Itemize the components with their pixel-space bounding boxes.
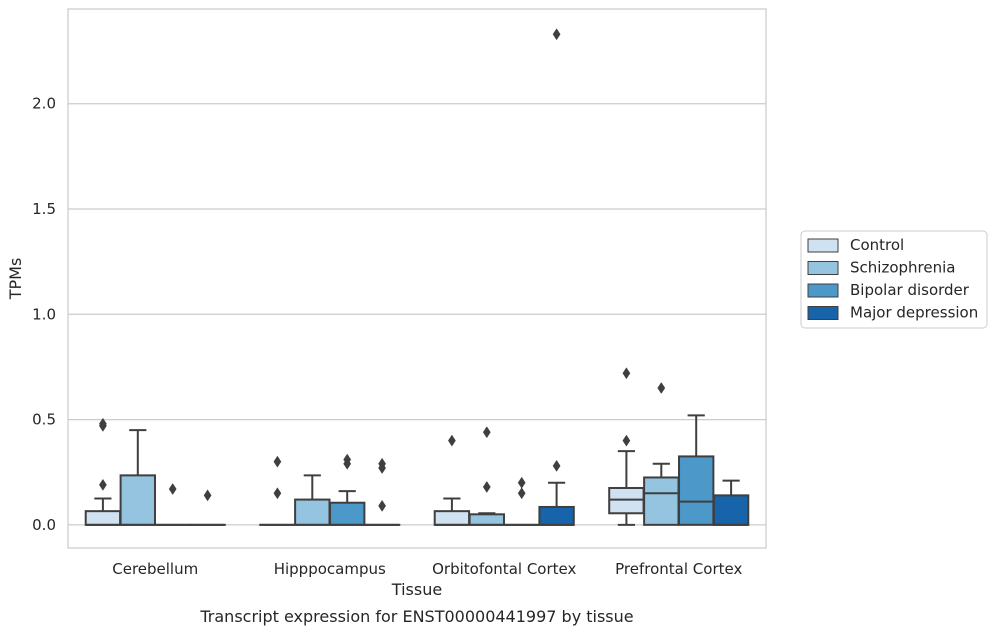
legend-swatch <box>808 307 838 320</box>
y-tick-label: 1.0 <box>32 305 56 323</box>
box-schizophrenia <box>121 430 155 525</box>
x-tick-label: Hipppocampus <box>274 560 386 578</box>
legend-label: Schizophrenia <box>850 259 955 277</box>
box-schizophrenia <box>644 382 678 524</box>
outlier-point <box>448 435 455 446</box>
outlier-point <box>483 427 490 438</box>
legend-label: Control <box>850 236 904 254</box>
box-major-depression <box>365 458 399 525</box>
x-tick-labels: Cerebellum Hipppocampus Orbitofontal Corte… <box>112 560 742 578</box>
y-tick-label: 1.5 <box>32 200 56 218</box>
box-body <box>86 511 120 525</box>
box-control <box>86 418 120 525</box>
y-tick-label: 2.0 <box>32 95 56 113</box>
outlier-point <box>518 477 525 488</box>
box-bipolar-disorder <box>156 484 190 525</box>
box-bipolar-disorder <box>679 415 713 524</box>
outlier-point <box>274 456 281 467</box>
outlier-point <box>204 490 211 501</box>
box-bipolar-disorder <box>330 454 364 525</box>
legend-swatch <box>808 239 838 252</box>
outlier-point <box>553 29 560 40</box>
y-tick-labels: 0.0 0.5 1.0 1.5 2.0 <box>32 95 56 534</box>
outlier-point <box>483 481 490 492</box>
box-body <box>679 456 713 524</box>
legend-swatch <box>808 262 838 275</box>
y-tick-label: 0.5 <box>32 411 56 429</box>
x-axis-label: Tissue <box>391 580 442 599</box>
box-body <box>121 475 155 524</box>
outlier-point <box>379 500 386 511</box>
box-major-depression <box>190 490 224 525</box>
legend-swatch <box>808 284 838 297</box>
outlier-point <box>169 484 176 495</box>
legend-label: Bipolar disorder <box>850 281 970 299</box>
chart-caption: Transcript expression for ENST0000044199… <box>199 607 633 626</box>
box-control <box>435 435 469 525</box>
legend: Control Schizophrenia Bipolar disorder Majo… <box>801 231 987 328</box>
legend-label: Major depression <box>850 304 978 322</box>
outlier-point <box>623 435 630 446</box>
y-axis-label: TPMs <box>6 258 25 301</box>
outlier-point <box>274 488 281 499</box>
outlier-point <box>623 368 630 379</box>
box-major-depression <box>714 481 748 525</box>
box-control <box>260 456 294 525</box>
box-body <box>539 507 573 525</box>
outlier-point <box>99 479 106 490</box>
box-body <box>470 514 504 525</box>
box-body <box>609 488 643 513</box>
box-body <box>330 503 364 525</box>
x-tick-label: Orbitofontal Cortex <box>432 560 576 578</box>
x-tick-label: Prefrontal Cortex <box>615 560 742 578</box>
outlier-point <box>658 382 665 393</box>
grid-layer <box>68 104 766 525</box>
y-tick-label: 0.0 <box>32 516 56 534</box>
box-schizophrenia <box>470 427 504 525</box>
box-schizophrenia <box>295 475 329 524</box>
outlier-point <box>553 460 560 471</box>
box-body <box>644 477 678 524</box>
box-bipolar-disorder <box>505 477 539 525</box>
x-tick-label: Cerebellum <box>112 560 198 578</box>
box-body <box>435 511 469 525</box>
outlier-point <box>518 488 525 499</box>
box-body <box>295 500 329 525</box>
box-control <box>609 368 643 525</box>
box-body <box>714 495 748 524</box>
